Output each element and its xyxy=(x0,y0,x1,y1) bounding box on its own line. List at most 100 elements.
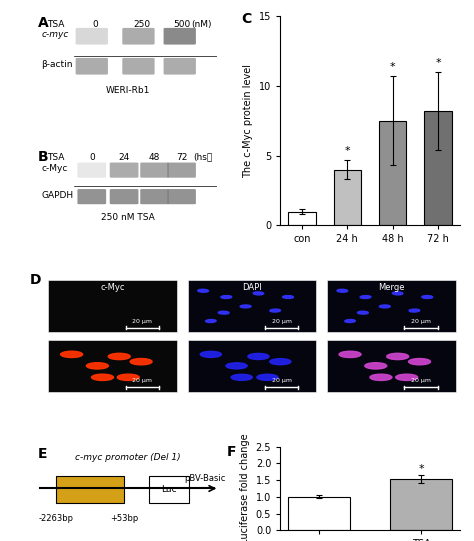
Text: pBV-Basic: pBV-Basic xyxy=(184,474,226,483)
Text: A: A xyxy=(38,16,49,30)
FancyBboxPatch shape xyxy=(122,58,155,75)
Text: 24: 24 xyxy=(118,153,130,162)
Text: Luc: Luc xyxy=(161,485,177,494)
FancyBboxPatch shape xyxy=(140,189,169,204)
FancyBboxPatch shape xyxy=(164,28,196,44)
Bar xyxy=(48,280,177,333)
Text: (nM): (nM) xyxy=(191,19,212,29)
Text: c-Myc: c-Myc xyxy=(100,283,125,292)
FancyBboxPatch shape xyxy=(77,162,106,177)
Bar xyxy=(327,340,456,392)
Circle shape xyxy=(226,363,247,369)
Text: 500: 500 xyxy=(173,19,190,29)
Ellipse shape xyxy=(206,320,216,322)
Ellipse shape xyxy=(360,295,371,299)
Circle shape xyxy=(270,359,291,365)
FancyBboxPatch shape xyxy=(164,58,196,75)
Circle shape xyxy=(130,359,152,365)
Circle shape xyxy=(108,353,130,360)
Ellipse shape xyxy=(357,311,368,314)
Circle shape xyxy=(86,362,109,369)
Text: Merge: Merge xyxy=(378,283,404,292)
Ellipse shape xyxy=(345,320,356,322)
Text: D: D xyxy=(29,273,41,287)
Text: B: B xyxy=(38,150,48,163)
Text: C: C xyxy=(241,12,251,26)
Text: 20 μm: 20 μm xyxy=(411,319,431,324)
Circle shape xyxy=(61,351,82,358)
Text: 48: 48 xyxy=(149,153,160,162)
Text: 250: 250 xyxy=(134,19,151,29)
Text: 0: 0 xyxy=(92,19,98,29)
Circle shape xyxy=(257,374,278,380)
Text: 20 μm: 20 μm xyxy=(272,319,292,324)
FancyBboxPatch shape xyxy=(109,162,138,177)
Circle shape xyxy=(396,374,418,380)
Circle shape xyxy=(201,351,221,358)
Bar xyxy=(288,212,316,226)
Text: DAPI: DAPI xyxy=(242,283,262,292)
FancyBboxPatch shape xyxy=(76,58,108,75)
Text: TSA: TSA xyxy=(47,19,64,29)
FancyBboxPatch shape xyxy=(167,189,196,204)
Text: 0: 0 xyxy=(89,153,95,162)
Text: GAPDH: GAPDH xyxy=(42,190,73,200)
Ellipse shape xyxy=(283,295,293,299)
Text: TSA: TSA xyxy=(47,153,64,162)
FancyBboxPatch shape xyxy=(167,162,196,177)
Ellipse shape xyxy=(392,292,403,295)
Bar xyxy=(48,340,177,392)
Ellipse shape xyxy=(219,311,229,314)
Text: c-myc: c-myc xyxy=(42,30,69,39)
Ellipse shape xyxy=(409,309,419,312)
Text: (hs）: (hs） xyxy=(193,153,212,162)
FancyBboxPatch shape xyxy=(122,28,155,44)
Text: c-Myc: c-Myc xyxy=(42,164,68,173)
Y-axis label: Luciferase fold change: Luciferase fold change xyxy=(240,433,250,541)
Text: *: * xyxy=(435,58,441,68)
Text: *: * xyxy=(390,62,395,72)
Text: *: * xyxy=(418,464,424,474)
Bar xyxy=(149,476,189,503)
Text: 20 μm: 20 μm xyxy=(132,378,153,383)
Circle shape xyxy=(387,353,409,360)
Text: *: * xyxy=(345,146,350,156)
Y-axis label: The c-Myc protein level: The c-Myc protein level xyxy=(243,64,253,178)
Ellipse shape xyxy=(253,292,264,295)
Circle shape xyxy=(339,351,361,358)
Circle shape xyxy=(117,374,139,380)
Text: 250 nM TSA: 250 nM TSA xyxy=(101,213,155,222)
Circle shape xyxy=(248,353,269,359)
Ellipse shape xyxy=(379,305,390,308)
Circle shape xyxy=(409,359,430,365)
Text: -2263bp: -2263bp xyxy=(38,513,73,523)
Text: 20 μm: 20 μm xyxy=(272,378,292,383)
Ellipse shape xyxy=(221,295,232,299)
Bar xyxy=(391,479,452,530)
Bar xyxy=(379,121,406,226)
Text: E: E xyxy=(38,447,47,461)
Ellipse shape xyxy=(270,309,281,312)
Text: Control: Control xyxy=(36,293,46,321)
Bar xyxy=(188,340,316,392)
FancyBboxPatch shape xyxy=(76,28,108,44)
Text: 20 μm: 20 μm xyxy=(411,378,431,383)
Bar xyxy=(327,280,456,333)
Text: 20 μm: 20 μm xyxy=(132,319,153,324)
Bar xyxy=(288,497,350,530)
Text: F: F xyxy=(227,445,236,459)
Text: β-actin: β-actin xyxy=(42,60,73,69)
Circle shape xyxy=(365,362,387,369)
Ellipse shape xyxy=(240,305,251,308)
Ellipse shape xyxy=(422,295,433,299)
Bar xyxy=(188,280,316,333)
Circle shape xyxy=(91,374,113,380)
Circle shape xyxy=(370,374,392,380)
Bar xyxy=(56,476,124,503)
FancyBboxPatch shape xyxy=(140,162,169,177)
Text: c-myc promoter (Del 1): c-myc promoter (Del 1) xyxy=(75,453,181,463)
Ellipse shape xyxy=(198,289,209,292)
Bar xyxy=(424,111,452,226)
FancyBboxPatch shape xyxy=(109,189,138,204)
Circle shape xyxy=(231,374,252,380)
